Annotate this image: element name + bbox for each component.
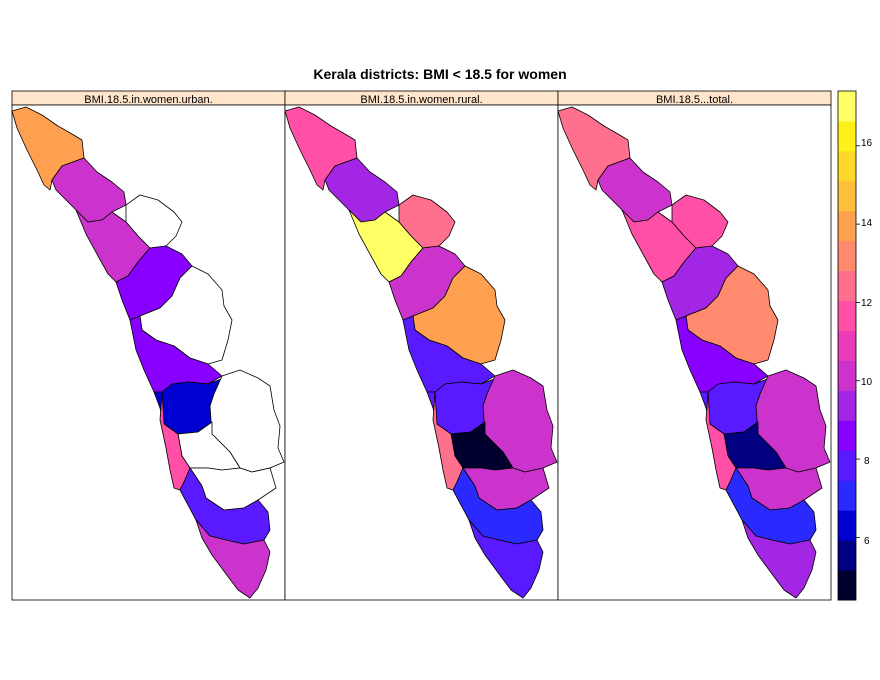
district-thiruvananthapuram	[741, 519, 817, 599]
district-kannur	[324, 157, 400, 223]
colorkey-band	[838, 150, 856, 182]
colorkey-band	[838, 180, 856, 212]
colorkey-band	[838, 360, 856, 391]
colorkey-band	[838, 480, 856, 511]
panel-title-urban: BMI.18.5.in.women.urban.	[84, 94, 212, 106]
colorkey-band	[838, 240, 856, 272]
district-thrissur	[675, 315, 769, 393]
colorkey-band	[838, 390, 856, 421]
colorkey-tick-label: 14	[861, 218, 873, 229]
colorkey-band	[838, 91, 856, 122]
colorkey-tick-label: 8	[864, 456, 870, 467]
colorkey-band	[838, 120, 856, 152]
colorkey-band	[838, 300, 856, 332]
colorkey-border	[837, 90, 857, 601]
district-idukki	[209, 369, 285, 473]
color-key	[837, 90, 860, 601]
figure-title: Kerala districts: BMI < 18.5 for women	[313, 66, 566, 82]
district-idukki	[482, 369, 558, 473]
colorkey-band	[838, 510, 856, 541]
colorkey-band	[838, 450, 856, 481]
colorkey-band	[838, 330, 856, 361]
panel-title-rural: BMI.18.5.in.women.rural.	[360, 94, 482, 106]
colorkey-band	[838, 420, 856, 451]
district-thiruvananthapuram	[468, 519, 544, 599]
colorkey-tick-label: 12	[861, 298, 873, 309]
district-thrissur	[402, 315, 496, 393]
map-panel	[557, 90, 832, 601]
panel-title-total: BMI.18.5...total.	[656, 94, 733, 106]
colorkey-band	[838, 270, 856, 302]
district-thrissur	[129, 315, 223, 393]
colorkey-tick-label: 10	[861, 377, 873, 388]
colorkey-band	[838, 570, 856, 601]
colorkey-band	[838, 210, 856, 242]
map-panel	[11, 90, 286, 601]
district-idukki	[755, 369, 831, 473]
map-panel	[284, 90, 559, 601]
colorkey-tick-label: 16	[861, 138, 873, 149]
colorkey-tick-label: 6	[864, 536, 870, 547]
district-thiruvananthapuram	[195, 519, 271, 599]
map-panels	[11, 90, 832, 601]
district-kannur	[597, 157, 673, 223]
district-kannur	[51, 157, 127, 223]
colorkey-band	[838, 540, 856, 571]
